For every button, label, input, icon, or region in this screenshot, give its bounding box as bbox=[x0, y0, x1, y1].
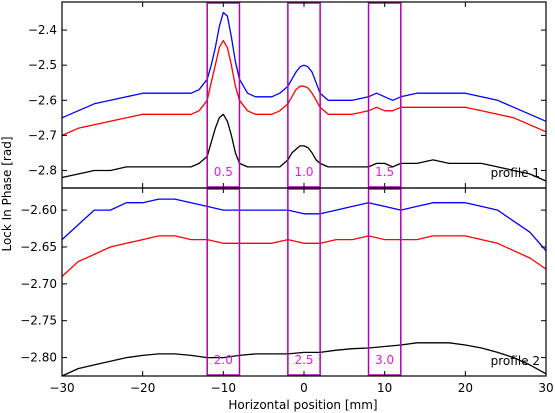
x-tick-label: 20 bbox=[458, 381, 473, 395]
y-axis-label: Lock In Phase [rad] bbox=[0, 136, 14, 251]
panel-1-box-label-1: 0.5 bbox=[214, 165, 233, 179]
panel-1-y-tick-label: −2.5 bbox=[28, 58, 57, 72]
panel-2-series-line-1 bbox=[61, 198, 547, 252]
panel-2-label: profile 2 bbox=[491, 354, 540, 368]
panel-2-box-1 bbox=[206, 188, 241, 376]
panel-2-y-tick-label: −2.65 bbox=[20, 240, 57, 254]
x-tick-label: −30 bbox=[49, 381, 74, 395]
panel-2-y-tick-label: −2.80 bbox=[20, 351, 57, 365]
panel-1-y-tick-label: −2.7 bbox=[28, 128, 57, 142]
panel-1-y-tick-label: −2.8 bbox=[28, 163, 57, 177]
panel-2-y-tick-label: −2.75 bbox=[20, 314, 57, 328]
panel-2-frame bbox=[61, 187, 547, 377]
panel-1-box-label-3: 1.5 bbox=[375, 165, 394, 179]
x-tick-label: −20 bbox=[130, 381, 155, 395]
x-axis-label: Horizontal position [mm] bbox=[228, 398, 377, 412]
panel-2-box-label-1: 2.0 bbox=[214, 353, 233, 367]
panel-2-y-tick-label: −2.60 bbox=[20, 203, 57, 217]
panel-1-series-line-1 bbox=[61, 11, 547, 122]
panel-1-box-label-2: 1.0 bbox=[294, 165, 313, 179]
panel-1-series-line-2 bbox=[61, 39, 547, 136]
panel-2-series-line-2 bbox=[61, 235, 547, 277]
panel-2-series-line-3 bbox=[61, 342, 547, 377]
panel-2-box-label-2: 2.5 bbox=[294, 353, 313, 367]
x-tick-label: 30 bbox=[538, 381, 553, 395]
panel-1-y-tick-label: −2.4 bbox=[28, 23, 57, 37]
x-tick-label: 10 bbox=[377, 381, 392, 395]
panel-2-y-tick-label: −2.70 bbox=[20, 277, 57, 291]
panel-1-label: profile 1 bbox=[491, 166, 540, 180]
panel-2-box-2 bbox=[287, 188, 321, 376]
x-tick-label: 0 bbox=[300, 381, 308, 395]
panel-1-box-1 bbox=[206, 2, 241, 188]
x-tick-label: −10 bbox=[211, 381, 236, 395]
panel-2-box-label-3: 3.0 bbox=[375, 353, 394, 367]
panel-1-y-tick-label: −2.6 bbox=[28, 93, 57, 107]
panel-1-series-line-3 bbox=[61, 113, 547, 182]
